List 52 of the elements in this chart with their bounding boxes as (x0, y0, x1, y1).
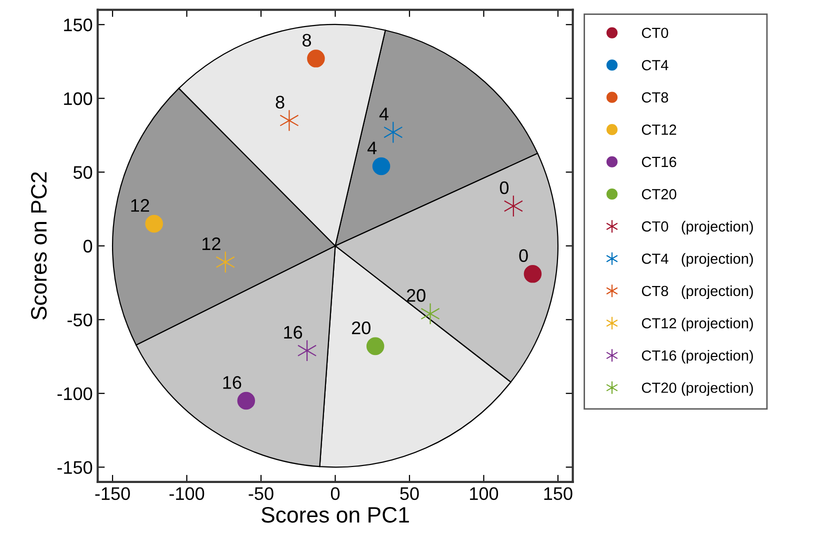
y-tick-label: -100 (58, 387, 92, 400)
point (297, 340, 317, 362)
point (237, 392, 256, 410)
point (216, 251, 235, 274)
legend-label: CT4 (projection) (642, 253, 753, 267)
point (420, 302, 440, 325)
x-tick-label: 0 (330, 487, 340, 500)
legend-label: CT0 (projection) (642, 220, 753, 235)
point (280, 110, 299, 132)
annotation: 4 (367, 142, 377, 154)
annotation: 12 (131, 199, 150, 212)
legend-label: CT8 (projection) (642, 285, 753, 300)
x-tick-label: 50 (400, 487, 419, 500)
legend-label: CT20 (projection) (642, 382, 753, 396)
x-tick-label: -50 (248, 487, 274, 500)
point (145, 214, 164, 233)
annotation: 0 (500, 181, 509, 194)
x-tick-label: -100 (170, 487, 204, 500)
legend-label: CT8 (642, 92, 668, 103)
annotation: 12 (202, 237, 220, 250)
legend-label: CT16 (642, 156, 676, 168)
annotation: 8 (276, 96, 284, 109)
y-axis-title: Scores on PC2 (31, 172, 47, 320)
y-tick-label: 0 (84, 240, 92, 253)
point (307, 50, 325, 68)
x-axis-title: Scores on PC1 (262, 506, 409, 523)
point (384, 121, 403, 144)
x-tick-label: 100 (470, 487, 498, 500)
point (366, 337, 384, 356)
legend-label: CT4 (642, 60, 668, 70)
point (372, 157, 390, 176)
y-tick-label: -150 (58, 461, 92, 474)
annotation: 20 (352, 322, 370, 334)
annotation: 20 (406, 289, 426, 302)
y-tick-label: 150 (64, 18, 92, 32)
legend-label: CT20 (642, 189, 676, 200)
point (524, 265, 542, 283)
annotation: 8 (302, 34, 311, 47)
legend-label: CT12 (642, 124, 676, 135)
legend-label: CT12 (projection) (642, 318, 753, 332)
annotation: 16 (284, 326, 302, 339)
annotation: 0 (519, 249, 528, 262)
legend-label: CT0 (642, 28, 668, 38)
legend-label: CT16 (projection) (642, 350, 753, 364)
y-tick-label: -50 (68, 314, 92, 326)
x-tick-label: -150 (95, 487, 130, 500)
y-tick-label: 100 (64, 92, 92, 106)
x-tick-label: 150 (544, 487, 572, 500)
annotation: 4 (379, 108, 388, 120)
point (504, 195, 523, 218)
y-tick-label: 50 (73, 166, 92, 179)
annotation: 16 (223, 376, 242, 389)
